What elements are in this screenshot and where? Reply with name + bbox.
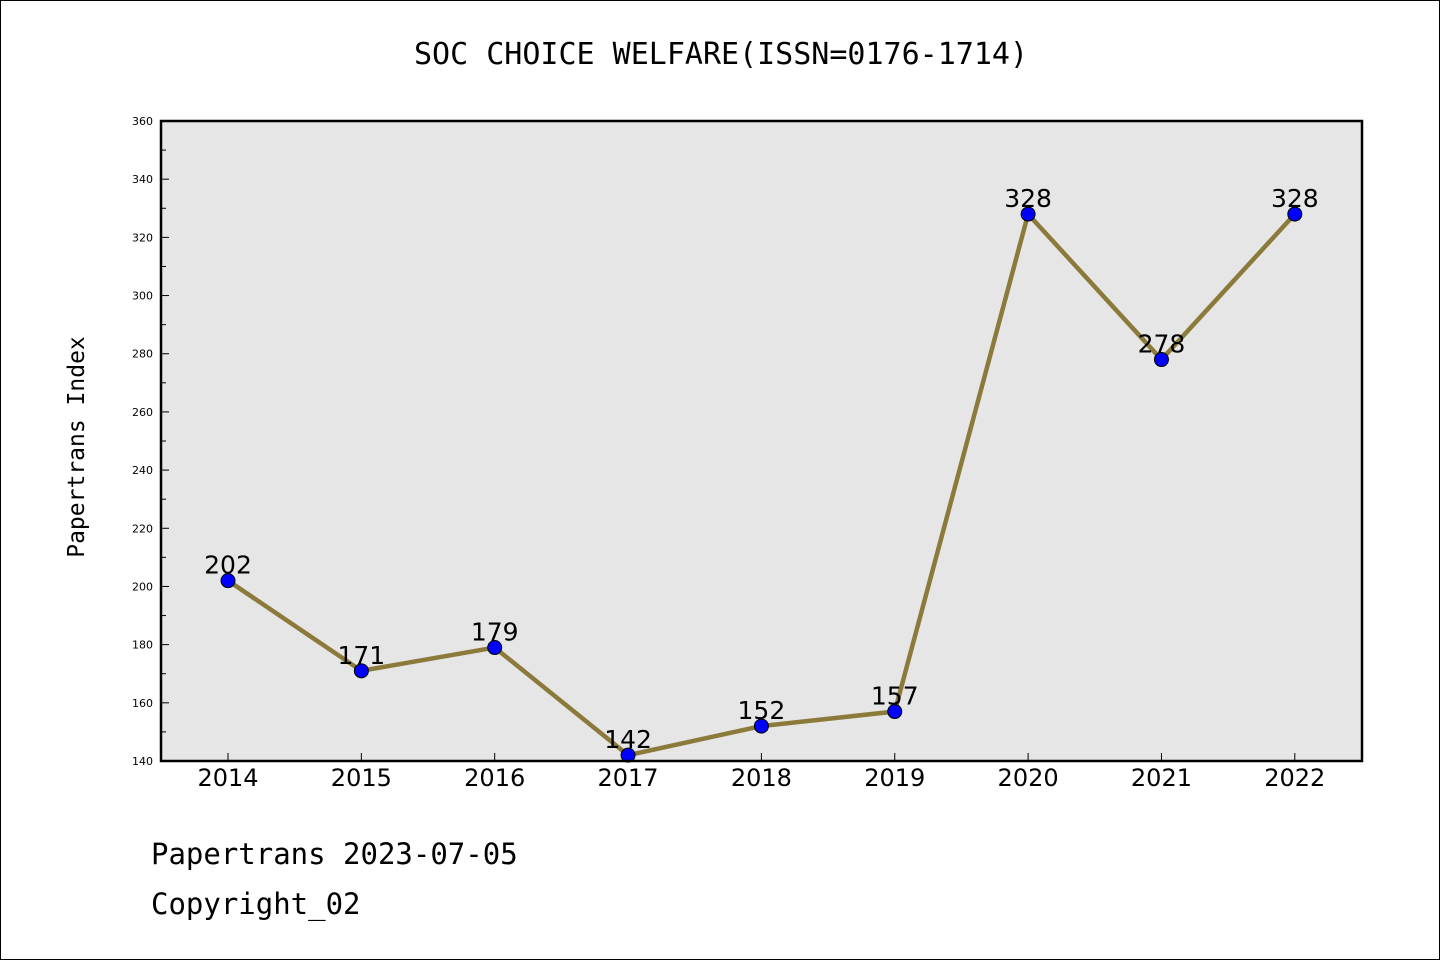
plot-area	[161, 121, 1362, 761]
y-tick-label: 200	[132, 580, 153, 593]
y-tick-label: 260	[132, 406, 153, 419]
data-labels: 202 171 179 142 152 157 328 278 328	[204, 184, 1319, 754]
x-tick-label: 2022	[1264, 764, 1325, 792]
y-tick-label: 240	[132, 464, 153, 477]
y-tick-label: 160	[132, 697, 153, 710]
data-label: 202	[204, 551, 252, 580]
data-point	[753, 718, 769, 734]
data-label: 157	[871, 682, 919, 711]
data-label: 142	[604, 725, 652, 754]
data-point	[887, 704, 903, 720]
y-axis: 140 160 180 200 220 240 260 280 300 320 340 360	[132, 115, 169, 768]
x-tick-label: 2021	[1131, 764, 1192, 792]
data-point	[220, 573, 236, 589]
data-points	[220, 206, 1303, 763]
y-tick-label: 140	[132, 755, 153, 768]
data-label: 278	[1138, 330, 1186, 359]
y-tick-label: 300	[132, 290, 153, 303]
y-tick-label: 220	[132, 522, 153, 535]
x-tick-label: 2015	[331, 764, 392, 792]
footer-copyright: Copyright_02	[151, 887, 361, 921]
data-label: 152	[738, 696, 786, 725]
y-tick-label: 280	[132, 348, 153, 361]
data-point	[1287, 206, 1303, 222]
data-label: 179	[471, 618, 519, 647]
plot-frame	[159, 119, 1364, 763]
data-point	[1020, 206, 1036, 222]
x-tick-label: 2014	[197, 764, 258, 792]
x-tick-label: 2019	[864, 764, 925, 792]
footer-date-line: Papertrans 2023-07-05	[151, 837, 518, 871]
y-tick-label: 180	[132, 639, 153, 652]
x-tick-label: 2017	[598, 764, 659, 792]
data-point	[487, 640, 503, 656]
data-label: 171	[337, 641, 385, 670]
data-label: 328	[1271, 184, 1319, 213]
chart-title: SOC CHOICE WELFARE(ISSN=0176-1714)	[413, 37, 1029, 72]
x-tick-label: 2020	[998, 764, 1059, 792]
y-tick-label: 360	[132, 115, 153, 128]
x-tick-label: 2018	[731, 764, 792, 792]
data-point	[1153, 352, 1169, 368]
y-tick-label: 340	[132, 173, 153, 186]
data-label: 328	[1004, 184, 1052, 213]
x-axis: 2014 2015 2016 2017 2018 2019 2020 2021 2022	[197, 753, 1325, 792]
data-point	[353, 663, 369, 679]
x-tick-label: 2016	[464, 764, 525, 792]
y-tick-label: 320	[132, 231, 153, 244]
